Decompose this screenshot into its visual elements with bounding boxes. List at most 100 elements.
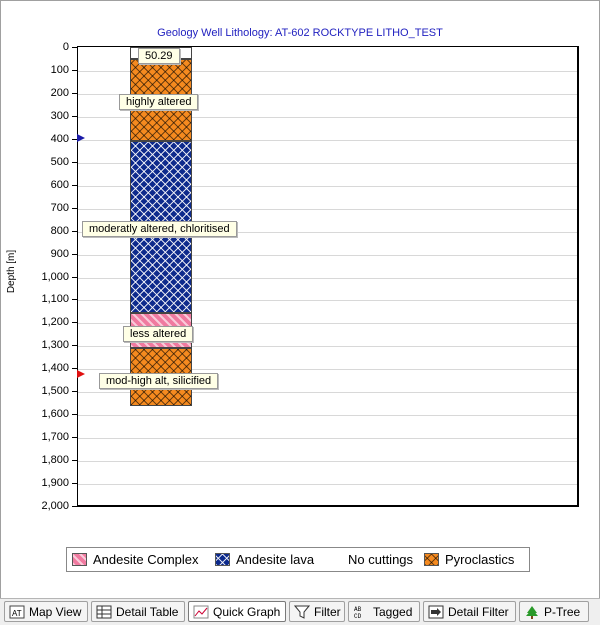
y-tick-label: 1,300 [41,339,69,352]
annotation-callout: highly altered [119,94,199,111]
gridline [78,415,577,417]
tab-label: Detail Filter [448,604,509,619]
graph-icon [193,605,209,619]
y-tick [72,460,77,462]
depth-marker-icon [77,370,85,379]
y-tick [72,92,77,94]
y-tick [72,161,77,163]
y-tick [72,184,77,186]
gridline [78,139,577,141]
map-view-icon: AT [9,605,25,619]
y-tick-label: 0 [62,41,69,53]
y-tick-label: 1,400 [41,362,69,375]
y-tick-label: 900 [50,247,69,260]
svg-text:AB: AB [354,606,362,613]
y-tick-label: 1,200 [41,316,69,329]
gridline [78,70,577,72]
legend-item-andesite-complex: Andesite Complex [72,552,199,567]
legend-label: No cuttings [348,552,414,567]
gridline [78,438,577,440]
bottom-tab-bar: AT Map View Detail Table Quick Graph Fil… [0,598,600,625]
y-tick [72,368,77,370]
y-tick [72,253,77,255]
y-tick-label: 800 [50,224,69,237]
y-tick-label: 300 [50,109,69,122]
annotation-callout: mod-high alt, silicified [99,372,219,389]
chart-title: Geology Well Lithology: AT-602 ROCKTYPE … [157,27,443,39]
gridline [78,346,577,348]
y-tick [72,345,77,347]
y-tick-label: 500 [50,155,69,168]
legend-item-no-cuttings: No cuttings [348,552,413,567]
andesite-complex-swatch [72,553,87,566]
tab-label: Quick Graph [213,604,281,619]
y-tick [72,138,77,140]
y-tick [72,391,77,393]
tagged-icon: AB CD [353,605,369,619]
y-tick [72,115,77,117]
gridline [78,484,577,486]
table-icon [96,605,112,619]
gridline [78,116,577,118]
y-tick [72,47,77,48]
gridline [78,93,577,95]
legend-label: Andesite Complex [93,552,199,567]
gridline [78,185,577,187]
gridline [78,277,577,279]
gridline [78,254,577,256]
y-tick-label: 1,800 [41,454,69,467]
gridline [78,300,577,302]
tree-icon [524,605,540,619]
y-tick-label: 1,700 [41,431,69,444]
y-tick-label: 100 [50,63,69,76]
y-tick [72,207,77,209]
tab-tagged[interactable]: AB CD Tagged [348,601,420,622]
tab-detail-table[interactable]: Detail Table [91,601,185,622]
tab-label: Tagged [373,604,413,619]
y-tick-label: 1,600 [41,408,69,421]
detail-filter-icon [428,605,444,619]
legend-item-andesite-lava: Andesite lava [215,552,314,567]
pyroclastics-swatch [424,553,439,566]
annotation-callout: 50.29 [138,47,180,64]
legend-item-pyroclastics: Pyroclastics [424,552,514,567]
y-tick-label: 2,000 [41,500,69,512]
gridline [78,231,577,233]
tab-quick-graph[interactable]: Quick Graph [188,601,286,622]
tab-filter[interactable]: Filter [289,601,345,622]
tab-label: P-Tree [544,604,581,619]
y-tick [72,483,77,485]
gridline [78,369,577,371]
y-tick [72,299,77,301]
gridline [78,162,577,164]
gridline [78,461,577,463]
legend-label: Pyroclastics [445,552,515,567]
legend-label: Andesite lava [236,552,315,567]
annotation-callout: moderatly altered, chloritised [82,221,237,238]
y-tick-label: 1,100 [41,293,69,306]
svg-text:AT: AT [12,609,22,618]
y-tick [72,276,77,278]
y-tick [72,506,77,507]
tab-p-tree[interactable]: P-Tree [519,601,589,622]
y-tick [72,69,77,71]
y-tick-label: 1,900 [41,477,69,490]
gridline [78,392,577,394]
annotation-callout: less altered [123,325,194,342]
y-tick [72,230,77,232]
y-tick [72,437,77,439]
tab-map-view[interactable]: AT Map View [4,601,88,622]
tab-label: Map View [29,604,82,619]
gridline [78,208,577,210]
depth-marker-icon [77,133,85,142]
y-tick-label: 1,000 [41,270,69,283]
tab-label: Detail Table [116,604,179,619]
gridline [78,323,577,325]
andesite-lava-swatch [215,553,230,566]
y-tick-label: 200 [50,86,69,99]
y-tick [72,414,77,416]
y-tick [72,322,77,324]
tab-detail-filter[interactable]: Detail Filter [423,601,516,622]
y-tick-label: 700 [50,201,69,214]
y-tick-label: 400 [50,132,69,145]
